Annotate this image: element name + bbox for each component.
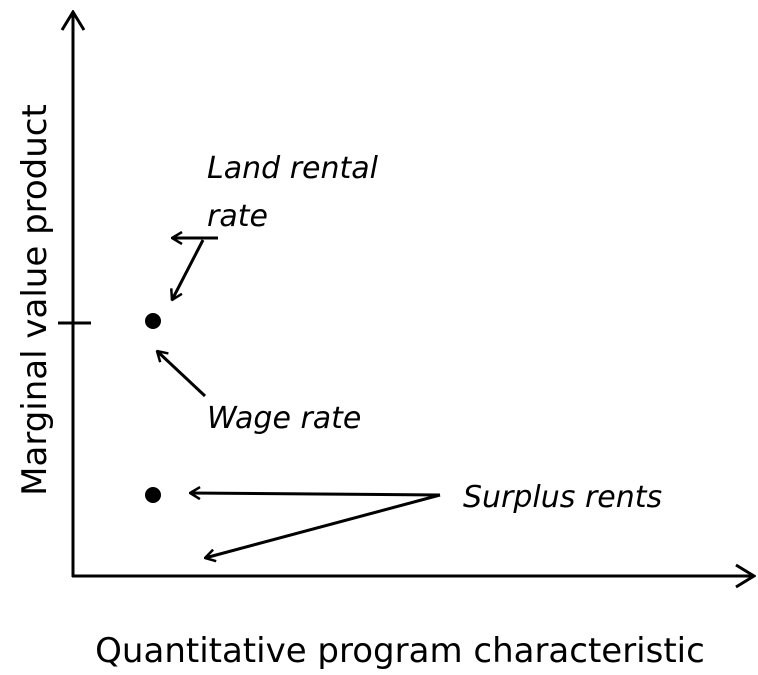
point xyxy=(145,313,161,329)
y-axis-label: Marginal value product xyxy=(15,104,55,496)
arrow xyxy=(172,239,205,300)
arrow xyxy=(205,493,441,558)
annotation: Wage rate xyxy=(207,401,361,436)
annotation: rate xyxy=(207,199,268,234)
annotation: Surplus rents xyxy=(463,480,662,515)
arrow xyxy=(157,351,207,398)
x-axis-label: Quantitative program characteristic xyxy=(95,631,705,671)
point xyxy=(145,487,161,503)
annotation: Land rental xyxy=(207,151,379,186)
arrow xyxy=(190,493,441,495)
